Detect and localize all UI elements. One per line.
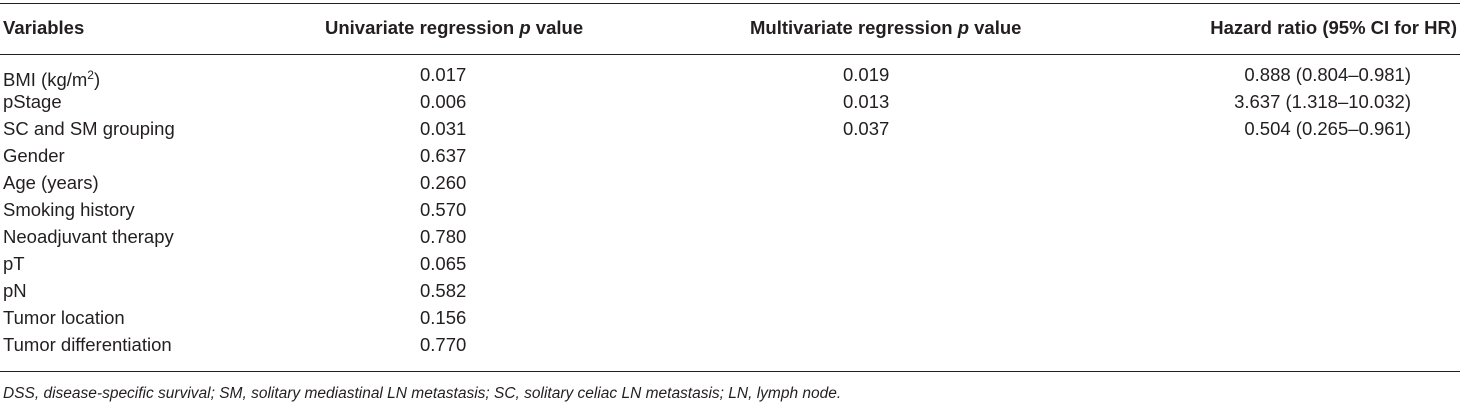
header-multivariate: Multivariate regression p value: [750, 17, 1021, 39]
cell-variable-text: Tumor differentiation: [3, 334, 172, 355]
table-row: Neoadjuvant therapy 0.780: [0, 225, 1460, 252]
cell-variable: Tumor differentiation: [3, 333, 172, 357]
cell-variable: pStage: [3, 90, 62, 114]
header-hazard-ratio: Hazard ratio (95% CI for HR): [1210, 17, 1457, 38]
cell-univariate: 0.156: [420, 307, 467, 328]
header-variables: Variables: [3, 17, 85, 38]
cell-variable: SC and SM grouping: [3, 117, 175, 141]
cell-univariate: 0.006: [420, 91, 467, 112]
table-header-row: Variables Univariate regression p value …: [0, 17, 1460, 41]
cell-variable: pN: [3, 279, 27, 303]
table-row: Tumor location 0.156: [0, 306, 1460, 333]
cell-univariate: 0.770: [420, 334, 467, 355]
cell-variable-superscript: 2: [87, 68, 94, 82]
table-bottom-rule: [0, 371, 1460, 372]
cell-variable-text: BMI (kg/m: [3, 69, 88, 91]
table-row: pN 0.582: [0, 279, 1460, 306]
table-footnote: DSS, disease-specific survival; SM, soli…: [3, 385, 842, 402]
cell-univariate: 0.031: [420, 118, 467, 139]
header-univariate-prefix: Univariate regression: [325, 17, 520, 38]
cell-variable-text: Age (years): [3, 172, 99, 193]
cell-variable: BMI (kg/m2): [3, 63, 100, 92]
cell-univariate: 0.260: [420, 172, 467, 193]
cell-univariate: 0.780: [420, 226, 467, 247]
table-row: Age (years) 0.260: [0, 171, 1460, 198]
table-row: Gender 0.637: [0, 144, 1460, 171]
cell-variable-text: Tumor location: [3, 307, 125, 328]
cell-variable: Tumor location: [3, 306, 125, 330]
cell-variable-text: Smoking history: [3, 199, 135, 220]
cell-hazard-ratio: 0.888 (0.804–0.981): [1244, 64, 1411, 85]
cell-univariate: 0.582: [420, 280, 467, 301]
cell-multivariate: 0.013: [843, 91, 890, 112]
cell-variable: Gender: [3, 144, 65, 168]
cell-variable: pT: [3, 252, 25, 276]
cell-hazard-ratio: 3.637 (1.318–10.032): [1234, 91, 1411, 112]
cell-variable: Age (years): [3, 171, 99, 195]
cell-variable-text: pStage: [3, 91, 62, 112]
table-row: pStage 0.006 0.013 3.637 (1.318–10.032): [0, 90, 1460, 117]
cell-univariate: 0.570: [420, 199, 467, 220]
table-row: pT 0.065: [0, 252, 1460, 279]
table-row: Tumor differentiation 0.770: [0, 333, 1460, 360]
cell-variable-text: Gender: [3, 145, 65, 166]
header-univariate-suffix: value: [530, 17, 584, 38]
table-body: BMI (kg/m2) 0.017 0.019 0.888 (0.804–0.981)…: [0, 63, 1460, 360]
cell-variable: Smoking history: [3, 198, 135, 222]
cell-variable-text: SC and SM grouping: [3, 118, 175, 139]
cell-multivariate: 0.019: [843, 64, 890, 85]
cell-univariate: 0.065: [420, 253, 467, 274]
cell-variable-text: pN: [3, 280, 27, 301]
table-row: BMI (kg/m2) 0.017 0.019 0.888 (0.804–0.981): [0, 63, 1460, 90]
cell-hazard-ratio: 0.504 (0.265–0.961): [1244, 118, 1411, 139]
table-top-rule: [0, 3, 1460, 4]
table-row: Smoking history 0.570: [0, 198, 1460, 225]
cell-variable-text: Neoadjuvant therapy: [3, 226, 174, 247]
table-row: SC and SM grouping 0.031 0.037 0.504 (0.265…: [0, 117, 1460, 144]
cell-variable: Neoadjuvant therapy: [3, 225, 174, 249]
table-header-rule: [0, 54, 1460, 55]
header-multivariate-prefix: Multivariate regression: [750, 17, 958, 38]
cell-multivariate: 0.037: [843, 118, 890, 139]
header-univariate-p: p: [519, 17, 531, 38]
cell-variable-suffix: ): [93, 69, 101, 91]
header-univariate: Univariate regression p value: [325, 17, 583, 39]
cell-univariate: 0.637: [420, 145, 467, 166]
cell-variable-text: pT: [3, 253, 25, 274]
header-multivariate-suffix: value: [969, 17, 1022, 38]
cell-univariate: 0.017: [420, 64, 467, 85]
header-multivariate-p: p: [957, 17, 969, 38]
